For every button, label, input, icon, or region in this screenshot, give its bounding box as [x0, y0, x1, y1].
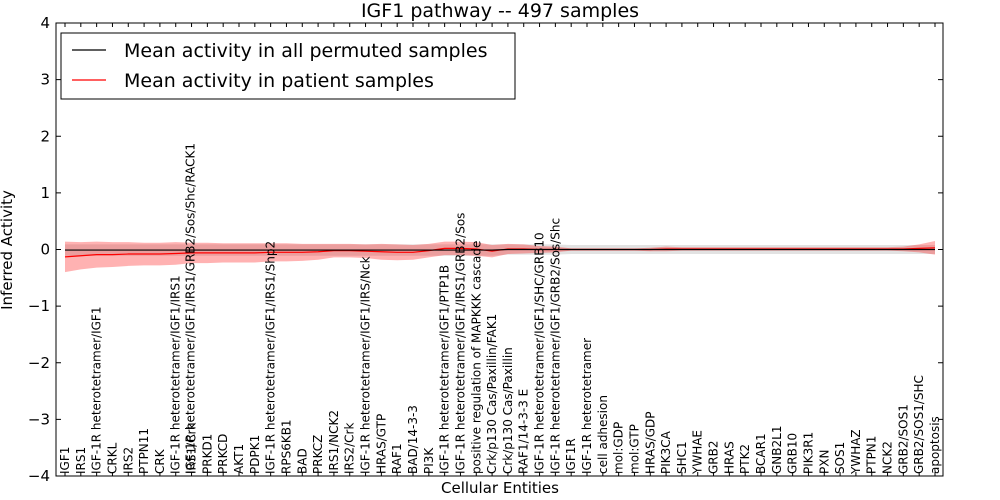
- x-tick-label: RAF1/14-3-3 E: [517, 389, 531, 474]
- x-tick-label: PDPK1: [248, 435, 262, 474]
- x-tick-label: BCAR1: [754, 433, 768, 474]
- x-tick-label: IGF-1R heterotetramer/IGF1: [90, 307, 104, 474]
- legend-label-permuted: Mean activity in all permuted samples: [124, 40, 487, 62]
- x-tick-label: SOS1: [833, 442, 847, 474]
- x-tick-label: HRAS/GTP: [374, 414, 388, 474]
- x-ticks: IGF1 IRS1 IGF-1R heterotetramer/IGF1 CRKL IR…: [58, 23, 942, 476]
- x-tick-label: Crk/p130 Cas/Paxillin: [501, 347, 515, 474]
- y-tick-label: −3: [28, 410, 50, 428]
- x-tick-label: PRKCZ: [311, 435, 325, 474]
- x-tick-label: SHC1: [675, 441, 689, 474]
- x-tick-label: apoptosis: [928, 416, 942, 474]
- x-tick-label: positive regulation of MAPKKK cascade: [469, 241, 483, 474]
- x-tick-label: BAD/14-3-3: [406, 405, 420, 474]
- x-tick-label: AKT1: [232, 444, 246, 474]
- x-tick-label: IRS1: [74, 447, 88, 474]
- legend-label-patient: Mean activity in patient samples: [124, 70, 434, 92]
- x-tick-label: mol:GDP: [612, 422, 626, 474]
- x-tick-label: PXN: [817, 450, 831, 474]
- x-tick-label: IRS1/NCK2: [327, 410, 341, 474]
- x-tick-label: YWHAZ: [849, 429, 863, 475]
- y-tick-label: 1: [40, 184, 50, 202]
- x-tick-label: HRAS/GDP: [643, 411, 657, 474]
- x-tick-label: CRK: [153, 448, 167, 474]
- x-tick-label: PIK3R1: [801, 432, 815, 474]
- y-tick-label: 2: [40, 127, 50, 145]
- series-line-permuted: [65, 248, 935, 251]
- y-tick-label: 4: [40, 14, 50, 32]
- x-tick-label: GRB2: [707, 440, 721, 474]
- x-tick-label: IGF-1R heterotetramer/IGF1/SHC/GRB10: [533, 232, 547, 474]
- x-axis-label: Cellular Entities: [441, 479, 559, 497]
- x-tick-label: GRB10: [786, 433, 800, 474]
- x-tick-label: Crk/p130 Cas/Paxillin/FAK1: [485, 314, 499, 474]
- x-tick-label: IRS2: [121, 447, 135, 474]
- x-tick-label: YWHAE: [691, 430, 705, 475]
- x-tick-label-extra: IGF-1R heterotetramer/IGF1/IRS1/GRB2/Sos…: [184, 143, 198, 474]
- x-tick-label: mol:GTP: [627, 424, 641, 474]
- x-tick-label: CRKL: [105, 442, 119, 474]
- x-tick-label: PTPN11: [137, 428, 151, 474]
- y-tick-label: −4: [28, 467, 50, 485]
- series-lines: [64, 247, 936, 258]
- x-tick-label: IRS2/Crk: [343, 423, 357, 474]
- x-tick-label: IGF-1R heterotetramer/IGF1/IRS1: [169, 275, 183, 474]
- x-tick-label: IGF-1R heterotetramer/IGF1/IRS1/Shp2: [264, 241, 278, 474]
- x-tick-label: PRKD1: [200, 434, 214, 474]
- y-ticks: −4 −3 −2 −1 0 1 2 3 4: [28, 14, 943, 485]
- x-tick-label: PTPN1: [865, 436, 879, 474]
- x-tick-label: HRAS: [722, 441, 736, 474]
- y-tick-label: −2: [28, 354, 50, 372]
- y-tick-label: −1: [28, 297, 50, 315]
- x-tick-label: IGF1R: [564, 438, 578, 474]
- x-tick-label: IRS1/Crk: [185, 423, 199, 474]
- y-tick-label: 3: [40, 71, 50, 89]
- x-tick-label: PI3K: [422, 447, 436, 474]
- x-tick-label: IGF-1R heterotetramer/IGF1/PTP1B: [438, 265, 452, 474]
- x-tick-label: PIK3CA: [659, 430, 673, 474]
- y-axis-label: Inferred Activity: [0, 190, 16, 310]
- x-tick-label: IGF-1R heterotetramer: [580, 338, 594, 474]
- x-tick-label: IGF-1R heterotetramer/IGF1/IRS1/GRB2/Sos: [453, 213, 467, 474]
- x-tick-label: BAD: [295, 448, 309, 474]
- x-tick-label: PTK2: [738, 444, 752, 474]
- x-tick-label: IGF1: [58, 447, 72, 474]
- legend: Mean activity in all permuted samples Me…: [60, 32, 516, 100]
- x-tick-label: cell adhesion: [596, 395, 610, 474]
- x-tick-label: GNB2L1: [770, 426, 784, 474]
- legend-box: [60, 32, 516, 100]
- chart-title: IGF1 pathway -- 497 samples: [361, 0, 639, 22]
- x-tick-label: RPS6KB1: [279, 419, 293, 474]
- x-tick-label: GRB2/SOS1: [896, 404, 910, 474]
- x-tick-label: IGF-1R heterotetramer/IGF1/GRB2/Sos/Shc: [548, 218, 562, 474]
- x-tick-label: IGF-1R heterotetramer/IGF1/IRS/Nck: [359, 256, 373, 474]
- x-tick-label: RAF1: [390, 443, 404, 474]
- x-tick-label: PRKCD: [216, 434, 230, 474]
- y-tick-label: 0: [40, 241, 50, 259]
- x-tick-label: GRB2/SOS1/SHC: [912, 375, 926, 474]
- x-tick-label: NCK2: [881, 441, 895, 474]
